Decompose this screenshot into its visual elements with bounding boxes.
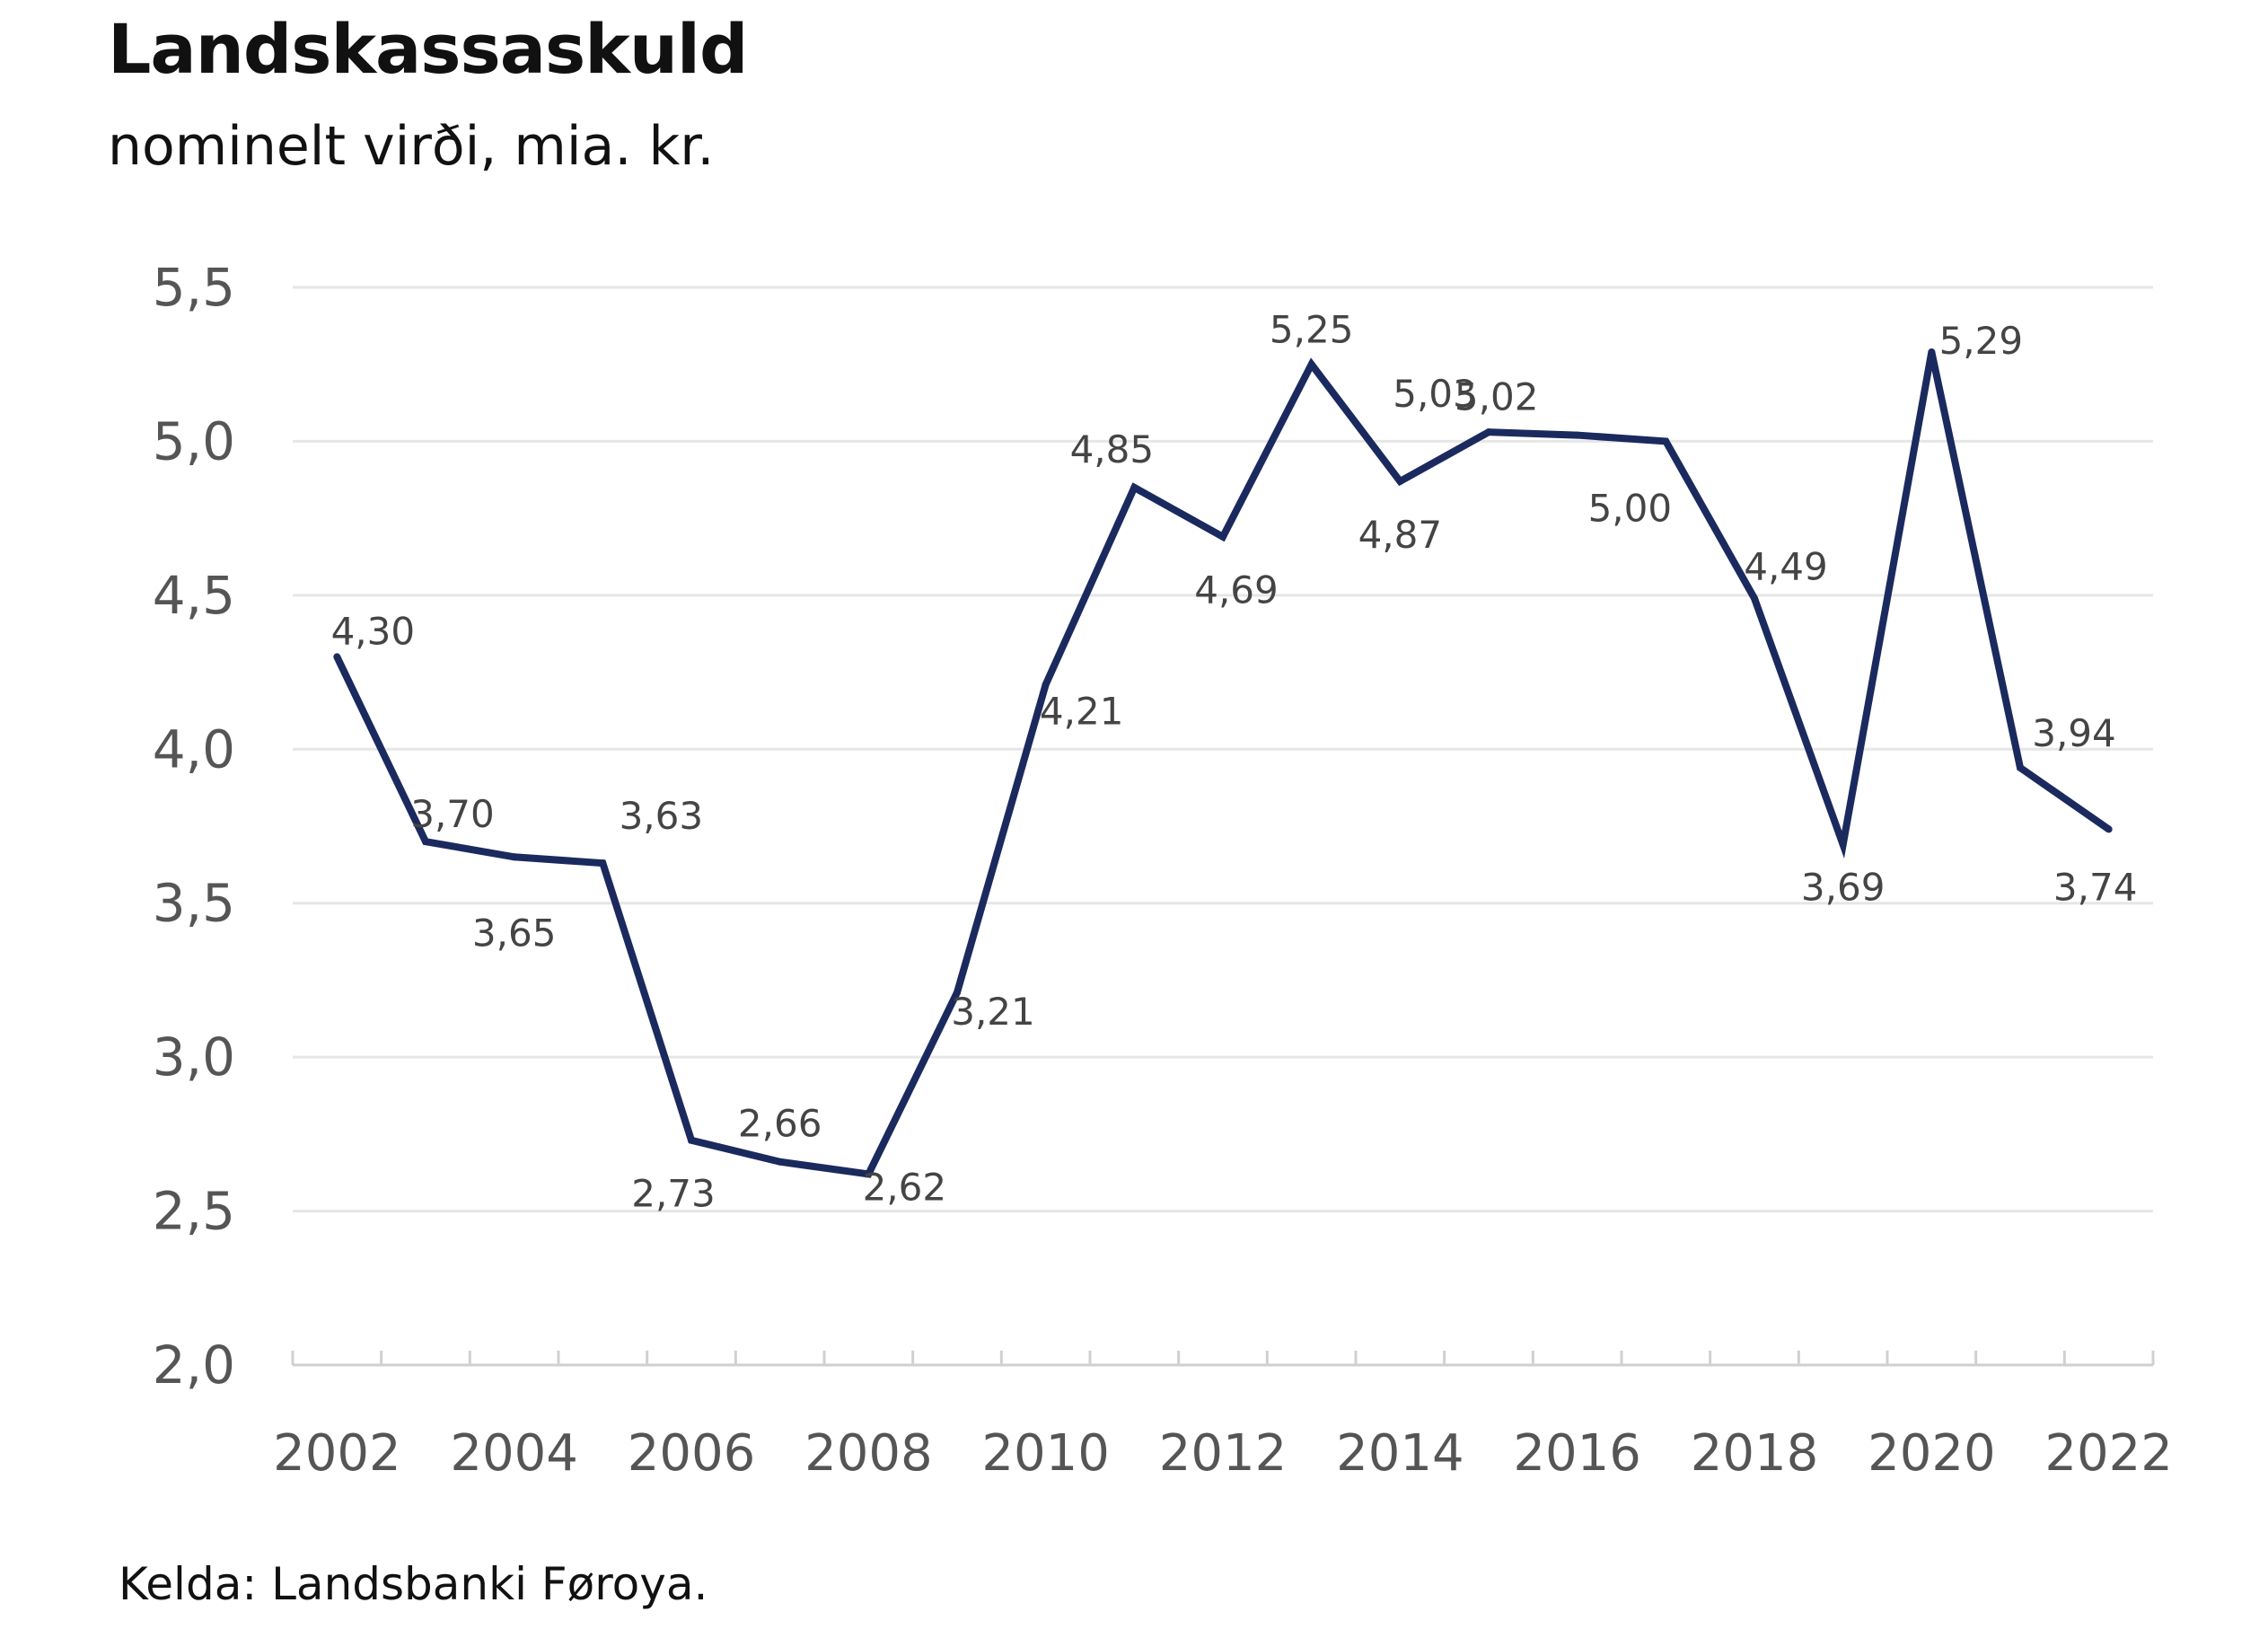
data-point [599,859,607,867]
y-tick-label: 3,5 [153,873,235,934]
data-label: 3,21 [951,990,1035,1034]
data-point [422,838,429,846]
data-label: 4,87 [1358,513,1443,557]
data-label: 3,94 [2032,711,2116,755]
data-label: 4,21 [1040,689,1124,733]
y-tick-label: 5,5 [153,257,235,318]
data-point [1219,533,1226,541]
data-label: 5,03 [1393,372,1477,416]
data-label: 3,70 [410,792,495,836]
data-label: 3,65 [472,911,557,955]
data-point [1928,348,1936,356]
series-layer [333,348,2113,1178]
x-tick-label: 2020 [1868,1424,1996,1483]
y-tick-label: 4,5 [153,565,235,626]
data-point [1396,478,1404,485]
source-note: Kelda: Landsbanki Føroya. [119,1558,708,1610]
data-point [688,1136,695,1144]
data-point [333,653,341,661]
x-tick-label: 2010 [981,1424,1110,1483]
data-label: 4,69 [1194,568,1279,612]
data-labels: 4,30 3,70 3,65 3,63 2,73 2,66 2,62 3,21 4,21 4,85… [331,308,2138,1216]
y-tick-label: 5,0 [153,410,235,471]
data-point [2017,763,2024,771]
data-label: 5,02 [1455,375,1539,419]
data-point [1130,483,1138,491]
chart-subtitle: nominelt virði, mia. kr. [108,115,715,178]
data-label: 4,85 [1070,427,1155,471]
data-label: 3,69 [1801,866,1886,910]
x-tick-label: 2018 [1691,1424,1819,1483]
data-label: 2,73 [631,1172,716,1216]
y-tick-label: 2,0 [153,1334,235,1396]
data-point [1307,360,1315,368]
x-tick-label: 2022 [2044,1424,2173,1483]
y-tick-label: 2,5 [153,1181,235,1242]
data-label: 2,66 [738,1102,822,1146]
y-axis-ticks: 2,0 2,5 3,0 3,5 4,0 4,5 5,0 5,5 [153,257,235,1396]
data-point [1662,437,1670,445]
y-tick-label: 3,0 [153,1026,235,1088]
x-tick-label: 2014 [1336,1424,1464,1483]
grid-lines [293,286,2153,1213]
x-tick-label: 2002 [273,1424,401,1483]
y-tick-label: 4,0 [153,718,235,779]
x-axis-ticks: 2002 2004 2006 2008 2010 2012 2014 2016 2018 2020… [273,1424,2173,1483]
data-point [1485,428,1492,436]
data-point [1751,594,1758,603]
data-label: 4,30 [331,609,416,653]
data-point [1573,431,1581,439]
data-label: 3,74 [2053,865,2138,909]
x-tick-label: 2006 [628,1424,756,1483]
data-label: 5,25 [1270,308,1354,352]
data-label: 3,63 [620,794,704,838]
series-line [333,351,2111,1178]
x-axis [291,1351,2155,1367]
data-point [2105,825,2113,833]
data-point [1042,681,1050,689]
data-point [954,989,961,997]
data-label: 5,29 [1939,319,2024,363]
data-point [1839,841,1847,849]
data-label: 5,00 [1588,486,1673,530]
data-point [865,1170,873,1178]
x-tick-label: 2012 [1159,1424,1288,1483]
data-point [510,853,518,861]
x-tick-label: 2016 [1513,1424,1641,1483]
data-label: 2,62 [863,1165,947,1209]
data-label: 4,49 [1744,544,1828,588]
data-point [776,1158,784,1166]
chart-title: Landskassaskuld [108,9,748,89]
x-tick-label: 2008 [804,1424,933,1483]
x-tick-label: 2004 [450,1424,578,1483]
